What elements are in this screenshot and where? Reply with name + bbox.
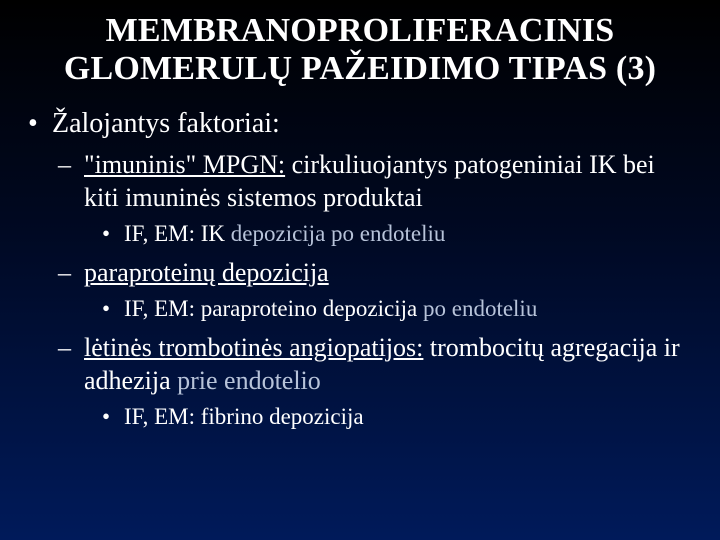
list-item: IF, EM: IK depozicija po endoteliu	[102, 220, 692, 249]
list-item: "imuninis" MPGN: cirkuliuojantys patogen…	[58, 149, 692, 249]
underlined-text: paraproteinų depozicija	[84, 258, 329, 287]
list-item: paraproteinų depozicija IF, EM: paraprot…	[58, 257, 692, 324]
sub-sub-list: IF, EM: fibrino depozicija	[84, 403, 692, 432]
bullet-list: Žalojantys faktoriai: "imuninis" MPGN: c…	[28, 106, 692, 432]
bullet-text: Žalojantys faktoriai:	[52, 108, 280, 139]
sub-sub-list: IF, EM: IK depozicija po endoteliu	[84, 220, 692, 249]
sub-list: "imuninis" MPGN: cirkuliuojantys patogen…	[52, 149, 692, 432]
list-item: Žalojantys faktoriai: "imuninis" MPGN: c…	[28, 106, 692, 432]
bullet-text: IF, EM: IK	[124, 221, 231, 246]
slide: MEMBRANOPROLIFERACINIS GLOMERULŲ PAŽEIDI…	[0, 0, 720, 540]
accent-text: prie endotelio	[177, 366, 321, 395]
list-item: IF, EM: fibrino depozicija	[102, 403, 692, 432]
bullet-text: IF, EM: fibrino depozicija	[124, 404, 364, 429]
accent-text: depozicija po endoteliu	[231, 221, 446, 246]
accent-text: po endoteliu	[423, 296, 537, 321]
title-line-2: GLOMERULŲ PAŽEIDIMO TIPAS (3)	[64, 50, 656, 87]
slide-title: MEMBRANOPROLIFERACINIS GLOMERULŲ PAŽEIDI…	[28, 12, 692, 88]
sub-sub-list: IF, EM: paraproteino depozicija po endot…	[84, 295, 692, 324]
list-item: lėtinės trombotinės angiopatijos: trombo…	[58, 332, 692, 432]
title-line-1: MEMBRANOPROLIFERACINIS	[106, 12, 615, 49]
underlined-text: "imuninis" MPGN:	[84, 150, 285, 179]
list-item: IF, EM: paraproteino depozicija po endot…	[102, 295, 692, 324]
underlined-text: lėtinės trombotinės angiopatijos:	[84, 333, 423, 362]
bullet-text: IF, EM: paraproteino depozicija	[124, 296, 423, 321]
